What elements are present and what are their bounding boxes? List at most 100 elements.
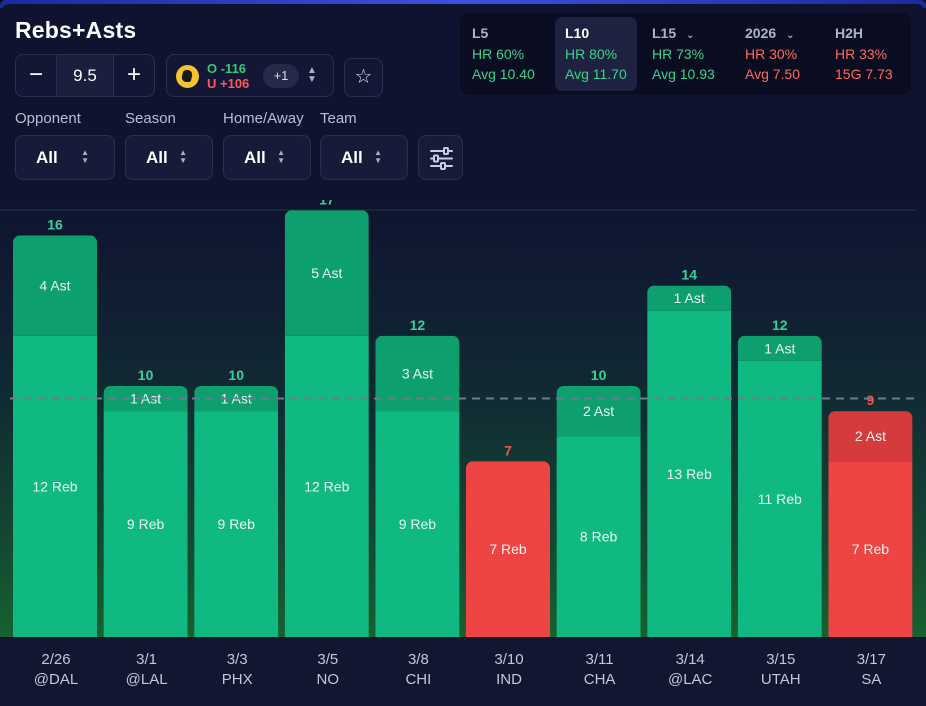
team-filter-select[interactable]: All ▲ ▼ [320,135,408,180]
game-date: 3/11 [585,651,614,668]
bar-segment-reb [103,411,188,637]
bar-3/17[interactable] [828,411,913,637]
x-tick-label: 3/3 PHX [194,650,280,690]
bar-segment-ast [647,285,732,311]
stat-label: L5 [472,25,489,41]
ast-label: 5 Ast [311,265,342,281]
ast-label: 3 Ast [402,365,433,381]
game-opponent: @DAL [33,671,79,688]
ast-label: 2 Ast [855,428,886,444]
updown-chevron-icon: ▲ ▼ [277,148,285,165]
filter-value: All [341,148,363,167]
bar-3/8[interactable] [375,335,460,637]
opponent-filter-select[interactable]: All ▲ ▼ [15,135,115,180]
total-label: 17 [319,200,335,207]
advanced-filters-button[interactable] [418,135,463,180]
season-filter-select[interactable]: All ▲ ▼ [125,135,213,180]
game-opponent: SA [861,671,882,688]
bar-segment-reb [556,436,641,637]
stat-l5[interactable]: L5 HR 60% Avg 10.40 [472,17,556,91]
bar-3/10[interactable] [466,461,550,637]
bar-segment-reb [375,411,460,637]
ast-label: 1 Ast [130,391,161,407]
bar-segment-reb [737,360,822,637]
line-value[interactable]: 9.5 [56,55,114,96]
bar-3/15[interactable] [737,335,822,637]
total-label: 10 [591,367,607,383]
reb-label: 13 Reb [667,466,712,482]
stat-hit-rate: HR 80% [565,46,618,62]
reb-label: 12 Reb [32,478,77,494]
bar-segment-ast [556,386,641,437]
bar-segment-reb [194,411,279,637]
bar-segment-ast [284,210,369,336]
x-tick-label: 3/11 CHA [557,650,643,690]
filter-value: All [36,148,58,167]
bar-3/11[interactable] [556,386,641,637]
line-stepper: − 9.5 + [15,54,155,97]
stat-label: L15 [652,25,677,41]
reb-label: 9 Reb [218,516,256,532]
filter-value: All [146,148,168,167]
x-tick-label: 3/1 @LAL [104,650,190,690]
game-date: 3/3 [226,651,248,668]
increase-line-button[interactable]: + [126,61,141,88]
stat-hit-rate: HR 33% [835,46,888,62]
decrease-line-button[interactable]: − [28,61,43,88]
game-opponent: PHX [221,671,253,688]
bar-3/5[interactable] [284,210,369,637]
game-opponent: IND [496,671,522,688]
bar-2/26[interactable] [13,235,97,637]
reb-label: 7 Reb [852,541,890,557]
total-label: 16 [47,216,63,232]
total-label: 14 [681,267,697,283]
game-date: 3/1 [136,651,158,668]
over-odds: O -116 [207,61,247,76]
favorite-star-icon[interactable]: ☆ [344,58,383,97]
reb-label: 11 Reb [758,491,802,507]
ast-label: 4 Ast [39,278,70,294]
stat-average: 15G 7.73 [835,66,893,82]
stat-hit-rate: HR 30% [745,46,798,62]
odds-chevron-icon: ▲ ▼ [307,65,317,85]
stat-l10[interactable]: L10 HR 80% Avg 11.70 [555,17,637,91]
bar-segment-reb [647,310,732,637]
bar-3/1[interactable] [103,386,188,637]
ast-label: 2 Ast [583,403,614,419]
under-odds: U +106 [207,76,250,91]
stat-season[interactable]: 2026 ⌄ HR 30% Avg 7.50 [745,17,829,91]
updown-chevron-icon: ▲ ▼ [81,148,89,165]
odds-selector[interactable]: O -116 U +106 +1 ▲ ▼ [166,54,334,97]
ast-label: 1 Ast [674,290,705,306]
home-away-filter-select[interactable]: All ▲ ▼ [223,135,311,180]
more-books-badge[interactable]: +1 [263,64,299,88]
total-label: 9 [867,392,875,408]
stat-label: L10 [565,25,590,41]
game-date: 3/15 [766,651,796,668]
bar-segment-ast [13,235,97,336]
bar-segment-reb [13,335,97,637]
x-tick-label: 3/15 UTAH [738,650,824,690]
game-date: 3/14 [675,651,705,668]
odds-values: O -116 U +106 [207,61,249,91]
game-date: 2/26 [41,651,71,668]
filter-label-team: Team [320,110,357,127]
ast-label: 1 Ast [764,340,795,356]
x-tick-label: 3/10 IND [466,650,552,690]
game-date: 3/8 [407,651,429,668]
game-opponent: @LAL [125,671,168,688]
bar-3/3[interactable] [194,386,279,637]
chevron-down-icon: ⌄ [786,30,795,41]
game-date: 3/5 [317,651,339,668]
game-date: 3/10 [494,651,524,668]
reb-label: 12 Reb [304,478,349,494]
bar-segment-ast [103,386,188,412]
stat-label: 2026 [745,25,777,41]
stat-l15[interactable]: L15 ⌄ HR 73% Avg 10.93 [652,17,736,91]
x-tick-label: 3/8 CHI [375,650,461,690]
bar-segment-ast [737,335,822,361]
bar-3/14[interactable] [647,285,732,637]
stat-h2h[interactable]: H2H HR 33% 15G 7.73 [835,17,905,91]
bar-chart: 4 Ast 12 Reb 16 1 Ast 9 Reb 10 1 Ast 9 Reb 10 5 A… [0,200,916,637]
total-label: 10 [138,367,154,383]
